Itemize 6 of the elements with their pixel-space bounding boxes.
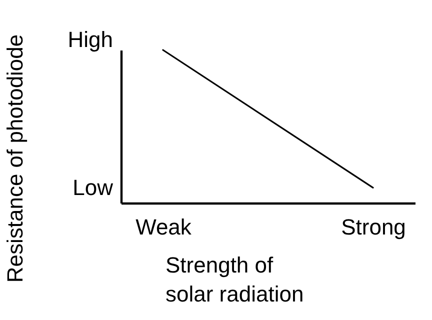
x-tick-label: Strong <box>341 214 406 240</box>
x-tick-label: Weak <box>136 214 192 240</box>
text: High <box>68 27 113 52</box>
y-axis-title: Resistance of photodiode <box>2 34 28 283</box>
x-axis-title: Strength of solar radiation <box>166 252 304 306</box>
text: Low <box>72 175 114 200</box>
